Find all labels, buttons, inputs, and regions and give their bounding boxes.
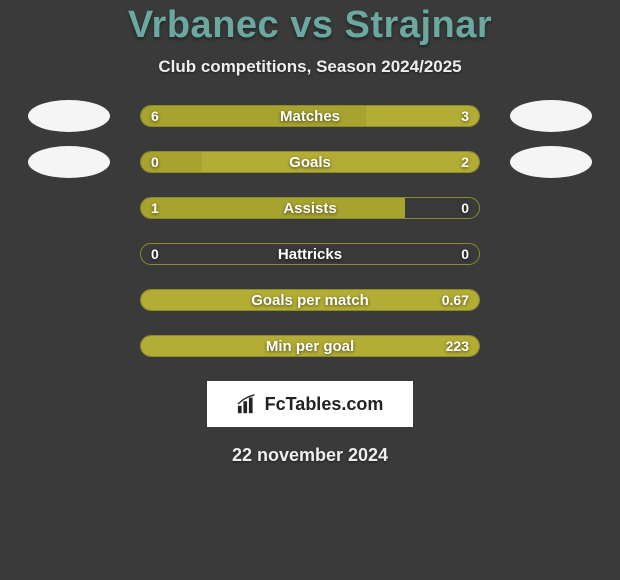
stat-value-right: 2 <box>461 152 469 172</box>
stat-value-left: 0 <box>151 152 159 172</box>
stat-label: Min per goal <box>141 336 479 356</box>
player-avatar-left <box>28 146 110 178</box>
logo-box: FcTables.com <box>207 381 413 427</box>
main-title: Vrbanec vs Strajnar <box>0 4 620 47</box>
stat-label: Goals <box>141 152 479 172</box>
stat-row: Matches6 3 <box>0 105 620 127</box>
stat-bar: Assists1 0 <box>140 197 480 219</box>
stat-bar: Matches6 3 <box>140 105 480 127</box>
stat-label: Goals per match <box>141 290 479 310</box>
stat-label: Assists <box>141 198 479 218</box>
stat-row: Assists1 0 <box>0 197 620 219</box>
stat-value-right: 3 <box>461 106 469 126</box>
stat-row: Goals0 2 <box>0 151 620 173</box>
comparison-infographic: Vrbanec vs Strajnar Club competitions, S… <box>0 0 620 580</box>
stat-value-right: 0 <box>461 244 469 264</box>
stat-label: Matches <box>141 106 479 126</box>
stat-value-left: 6 <box>151 106 159 126</box>
player-avatar-left <box>28 100 110 132</box>
stat-value-right: 223 <box>446 336 469 356</box>
stats-rows: Matches63Goals02Assists10Hattricks00Goal… <box>0 105 620 357</box>
stat-label: Hattricks <box>141 244 479 264</box>
date-label: 22 november 2024 <box>0 445 620 466</box>
stat-value-right: 0.67 <box>442 290 469 310</box>
stat-row: Min per goal223 <box>0 335 620 357</box>
stat-value-left: 0 <box>151 244 159 264</box>
player-avatar-right <box>510 146 592 178</box>
stat-row: Goals per match0.67 <box>0 289 620 311</box>
stat-bar: Goals0 2 <box>140 151 480 173</box>
stat-bar: Goals per match0.67 <box>140 289 480 311</box>
stat-bar: Hattricks0 0 <box>140 243 480 265</box>
stat-row: Hattricks0 0 <box>0 243 620 265</box>
logo-text: FcTables.com <box>265 394 384 415</box>
stat-value-left: 1 <box>151 198 159 218</box>
player-avatar-right <box>510 100 592 132</box>
stat-bar: Min per goal223 <box>140 335 480 357</box>
chart-icon <box>237 394 259 414</box>
subtitle: Club competitions, Season 2024/2025 <box>0 57 620 77</box>
stat-value-right: 0 <box>461 198 469 218</box>
